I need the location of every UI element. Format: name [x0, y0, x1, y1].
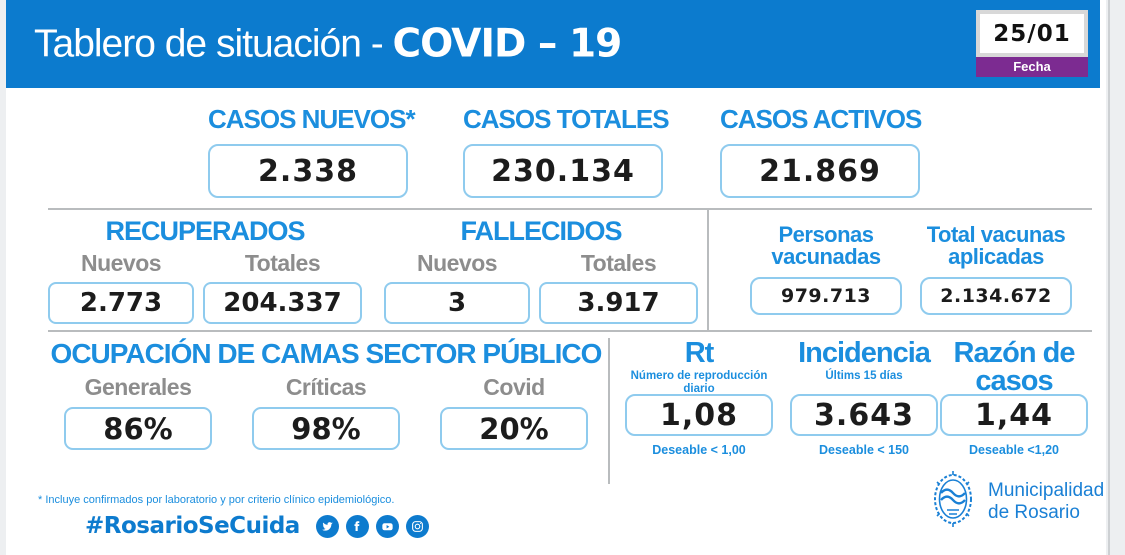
camas-criticas: Críticas 98%	[252, 374, 400, 450]
col-label: Nuevos	[416, 250, 498, 276]
stat-casos-nuevos: CASOS NUEVOS* 2.338	[208, 104, 416, 198]
social-row: #RosarioSeCuida	[85, 513, 436, 539]
col-value-box: 2.773	[48, 282, 194, 324]
hashtag: #RosarioSeCuida	[85, 513, 300, 539]
personas-vacunadas: Personas vacunadas 979.713	[750, 222, 902, 315]
indicador-target: Deseable < 1,00	[652, 443, 746, 457]
stat-casos-activos: CASOS ACTIVOS 21.869	[720, 104, 922, 198]
youtube-icon[interactable]	[375, 514, 399, 538]
total-vacunas-aplicadas: Total vacunas aplicadas 2.134.672	[920, 222, 1072, 315]
indicador-subtitle: Últims 15 días	[825, 369, 903, 382]
col-value-box: 3	[384, 282, 530, 324]
indicador-value-box: 1,08	[625, 394, 773, 436]
indicador-value-box: 1,44	[940, 394, 1088, 436]
fallecidos-nuevos: Nuevos 3	[384, 250, 530, 324]
municipality-logo-text: Municipalidad de Rosario	[988, 480, 1104, 523]
col-label: Críticas	[285, 374, 367, 400]
facebook-icon[interactable]	[345, 514, 369, 538]
indicador-value-box: 3.643	[790, 394, 938, 436]
fallecidos-section: FALLECIDOS Nuevos 3 Totales 3.917	[384, 216, 698, 324]
camas-covid: Covid 20%	[440, 374, 588, 450]
recuperados-title: RECUPERADOS	[105, 216, 305, 246]
col-value-box: 98%	[252, 407, 400, 450]
header-bar: Tablero de situación - COVID – 19 25/01 …	[6, 0, 1100, 88]
recuperados-nuevos: Nuevos 2.773	[48, 250, 194, 324]
instagram-icon[interactable]	[405, 514, 429, 538]
camas-section: OCUPACIÓN DE CAMAS SECTOR PÚBLICO Genera…	[48, 338, 604, 450]
col-value-box: 204.337	[203, 282, 362, 324]
stat-value-box: 230.134	[463, 144, 663, 198]
col-label: Generales	[84, 374, 192, 400]
vac-value-box: 2.134.672	[920, 277, 1072, 315]
stat-casos-totales: CASOS TOTALES 230.134	[463, 104, 670, 198]
col-label: Nuevos	[80, 250, 162, 276]
municipality-logo: Municipalidad de Rosario	[928, 468, 1104, 535]
fallecidos-title: FALLECIDOS	[460, 216, 622, 246]
twitter-icon[interactable]	[315, 514, 339, 538]
indicador-target: Deseable <1,20	[969, 443, 1059, 457]
indicador-rt: Rt Número de reproducción diario 1,08 De…	[625, 337, 773, 457]
section-divider	[48, 208, 1092, 210]
section-divider-vertical	[707, 208, 709, 332]
stat-label: CASOS NUEVOS*	[208, 104, 416, 134]
col-value-box: 86%	[64, 407, 212, 450]
indicador-razon-de-casos: Razón de casos 1,44 Deseable <1,20	[940, 337, 1088, 457]
stat-value-box: 21.869	[720, 144, 920, 198]
col-label: Totales	[580, 250, 657, 276]
vac-label: Personas vacunadas	[771, 222, 881, 270]
vac-label: Total vacunas aplicadas	[926, 222, 1066, 270]
page-edge-divider	[1108, 0, 1110, 555]
logo-text-line1: Municipalidad	[988, 480, 1105, 502]
logo-text-line2: de Rosario	[988, 501, 1080, 523]
stat-label: CASOS TOTALES	[463, 104, 670, 134]
indicador-title: Razón de casos	[953, 337, 1076, 397]
indicador-title: Rt	[684, 337, 715, 369]
indicador-title: Incidencia	[798, 337, 931, 369]
section-divider	[48, 330, 1092, 332]
indicador-target: Deseable < 150	[819, 443, 909, 457]
rosario-crest-icon	[928, 468, 978, 535]
indicador-incidencia: Incidencia Últims 15 días 3.643 Deseable…	[790, 337, 938, 457]
col-value-box: 20%	[440, 407, 588, 450]
vac-value-box: 979.713	[750, 277, 902, 315]
page-title-bold: COVID – 19	[392, 21, 623, 67]
section-divider-vertical	[608, 338, 610, 484]
col-value-box: 3.917	[539, 282, 698, 324]
date-widget: 25/01 Fecha	[976, 10, 1088, 77]
fallecidos-totales: Totales 3.917	[539, 250, 698, 324]
date-label: Fecha	[976, 57, 1088, 77]
page-title: Tablero de situación - COVID – 19	[34, 21, 623, 67]
recuperados-section: RECUPERADOS Nuevos 2.773 Totales 204.337	[48, 216, 362, 324]
col-label: Covid	[483, 374, 545, 400]
stat-value-box: 2.338	[208, 144, 408, 198]
page-title-regular: Tablero de situación -	[34, 22, 393, 66]
date-value: 25/01	[976, 10, 1088, 57]
stat-label: CASOS ACTIVOS	[720, 104, 922, 134]
recuperados-totales: Totales 204.337	[203, 250, 362, 324]
camas-generales: Generales 86%	[64, 374, 212, 450]
dashboard-card: Tablero de situación - COVID – 19 25/01 …	[6, 0, 1106, 555]
indicador-subtitle: Número de reproducción diario	[630, 369, 768, 395]
col-label: Totales	[244, 250, 321, 276]
footnote: * Incluye confirmados por laboratorio y …	[38, 494, 395, 506]
camas-title: OCUPACIÓN DE CAMAS SECTOR PÚBLICO	[50, 338, 603, 369]
